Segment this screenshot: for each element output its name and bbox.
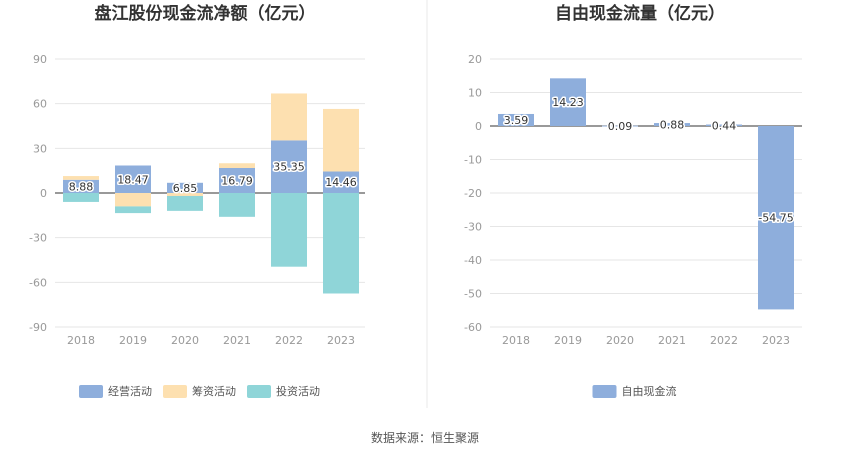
bar-0-2-2020 [167, 195, 203, 211]
x-tick-label-1-2019: 2019 [554, 334, 582, 347]
bar-0-2-2023 [323, 193, 359, 294]
data-label-0-0-2018: 8.88 [69, 180, 94, 193]
bar-0-0-2019 [115, 165, 151, 193]
y-tick-label-0--60: -60 [29, 276, 47, 289]
y-tick-label-0-0: 0 [40, 187, 47, 200]
bar-0-1-2022 [271, 93, 307, 141]
bar-0-0-2021 [219, 168, 255, 193]
y-tick-label-1--20: -20 [464, 187, 482, 200]
bar-1-0-2022 [706, 124, 742, 126]
bar-0-1-2023 [323, 108, 359, 172]
data-label-1-0-2019: 14.23 [552, 96, 584, 109]
x-tick-label-1-2020: 2020 [606, 334, 634, 347]
legend-label-0-2: 投资活动 [276, 384, 320, 398]
data-label-1-0-2021: 0.88 [660, 119, 685, 132]
bar-0-1-2018 [63, 176, 99, 180]
bar-0-1-2021 [219, 163, 255, 169]
y-tick-label-1-10: 10 [468, 87, 482, 100]
bar-1-0-2020 [602, 125, 638, 127]
chart-title-0: 盘江股份现金流净额（亿元） [95, 3, 316, 24]
bar-0-0-2020 [167, 182, 203, 193]
y-tick-label-1--30: -30 [464, 221, 482, 234]
legend-label-0-0: 经营活动 [108, 384, 152, 398]
x-tick-label-1-2023: 2023 [762, 334, 790, 347]
bar-0-2-2019 [115, 206, 151, 214]
bar-0-2-2021 [219, 193, 255, 217]
bar-1-0-2021 [654, 123, 690, 126]
legend-swatch-0-2 [247, 385, 271, 398]
y-tick-label-0--30: -30 [29, 232, 47, 245]
x-tick-label-0-2021: 2021 [223, 334, 251, 347]
data-label-1-0-2022: 0.44 [712, 119, 737, 132]
y-tick-label-0-30: 30 [33, 142, 47, 155]
bar-0-1-2020 [167, 193, 203, 196]
x-tick-label-0-2022: 2022 [275, 334, 303, 347]
data-label-0-0-2022: 35.35 [273, 161, 305, 174]
bar-0-0-2023 [323, 171, 359, 193]
x-tick-label-1-2021: 2021 [658, 334, 686, 347]
x-tick-label-0-2020: 2020 [171, 334, 199, 347]
y-tick-label-1--10: -10 [464, 154, 482, 167]
x-tick-label-0-2023: 2023 [327, 334, 355, 347]
data-label-1-0-2018: 3.59 [504, 114, 529, 127]
y-tick-label-1--60: -60 [464, 321, 482, 334]
legend-swatch-1-0 [592, 385, 617, 398]
bar-0-2-2022 [271, 193, 307, 267]
chart-title-1: 自由现金流量（亿元） [555, 3, 725, 24]
x-tick-label-1-2022: 2022 [710, 334, 738, 347]
data-label-0-0-2019: 18.47 [117, 173, 149, 186]
bar-0-0-2018 [63, 179, 99, 193]
y-tick-label-1--40: -40 [464, 254, 482, 267]
x-tick-label-0-2018: 2018 [67, 334, 95, 347]
data-label-1-0-2023: -54.75 [758, 212, 793, 225]
source-text: 数据来源：恒生聚源 [371, 430, 479, 445]
legend-label-0-1: 筹资活动 [192, 384, 236, 398]
bar-0-1-2019 [115, 193, 151, 207]
y-tick-label-1-0: 0 [475, 120, 482, 133]
legend-swatch-0-0 [79, 385, 103, 398]
y-tick-label-0-60: 60 [33, 98, 47, 111]
bar-0-2-2018 [63, 193, 99, 202]
data-label-1-0-2020: 0.09 [608, 120, 633, 133]
y-tick-label-1-20: 20 [468, 53, 482, 66]
bar-1-0-2019 [550, 78, 586, 126]
legend-label-1-0: 自由现金流 [622, 384, 677, 398]
data-label-0-0-2020: 6.85 [173, 182, 198, 195]
bar-0-0-2022 [271, 140, 307, 193]
bar-1-0-2023 [758, 126, 794, 310]
x-tick-label-0-2019: 2019 [119, 334, 147, 347]
y-tick-label-0--90: -90 [29, 321, 47, 334]
legend-swatch-0-1 [163, 385, 187, 398]
data-label-0-0-2021: 16.79 [221, 175, 253, 188]
y-tick-label-1--50: -50 [464, 288, 482, 301]
x-tick-label-1-2018: 2018 [502, 334, 530, 347]
data-label-0-0-2023: 14.46 [325, 176, 357, 189]
bar-1-0-2018 [498, 113, 534, 126]
y-tick-label-0-90: 90 [33, 53, 47, 66]
